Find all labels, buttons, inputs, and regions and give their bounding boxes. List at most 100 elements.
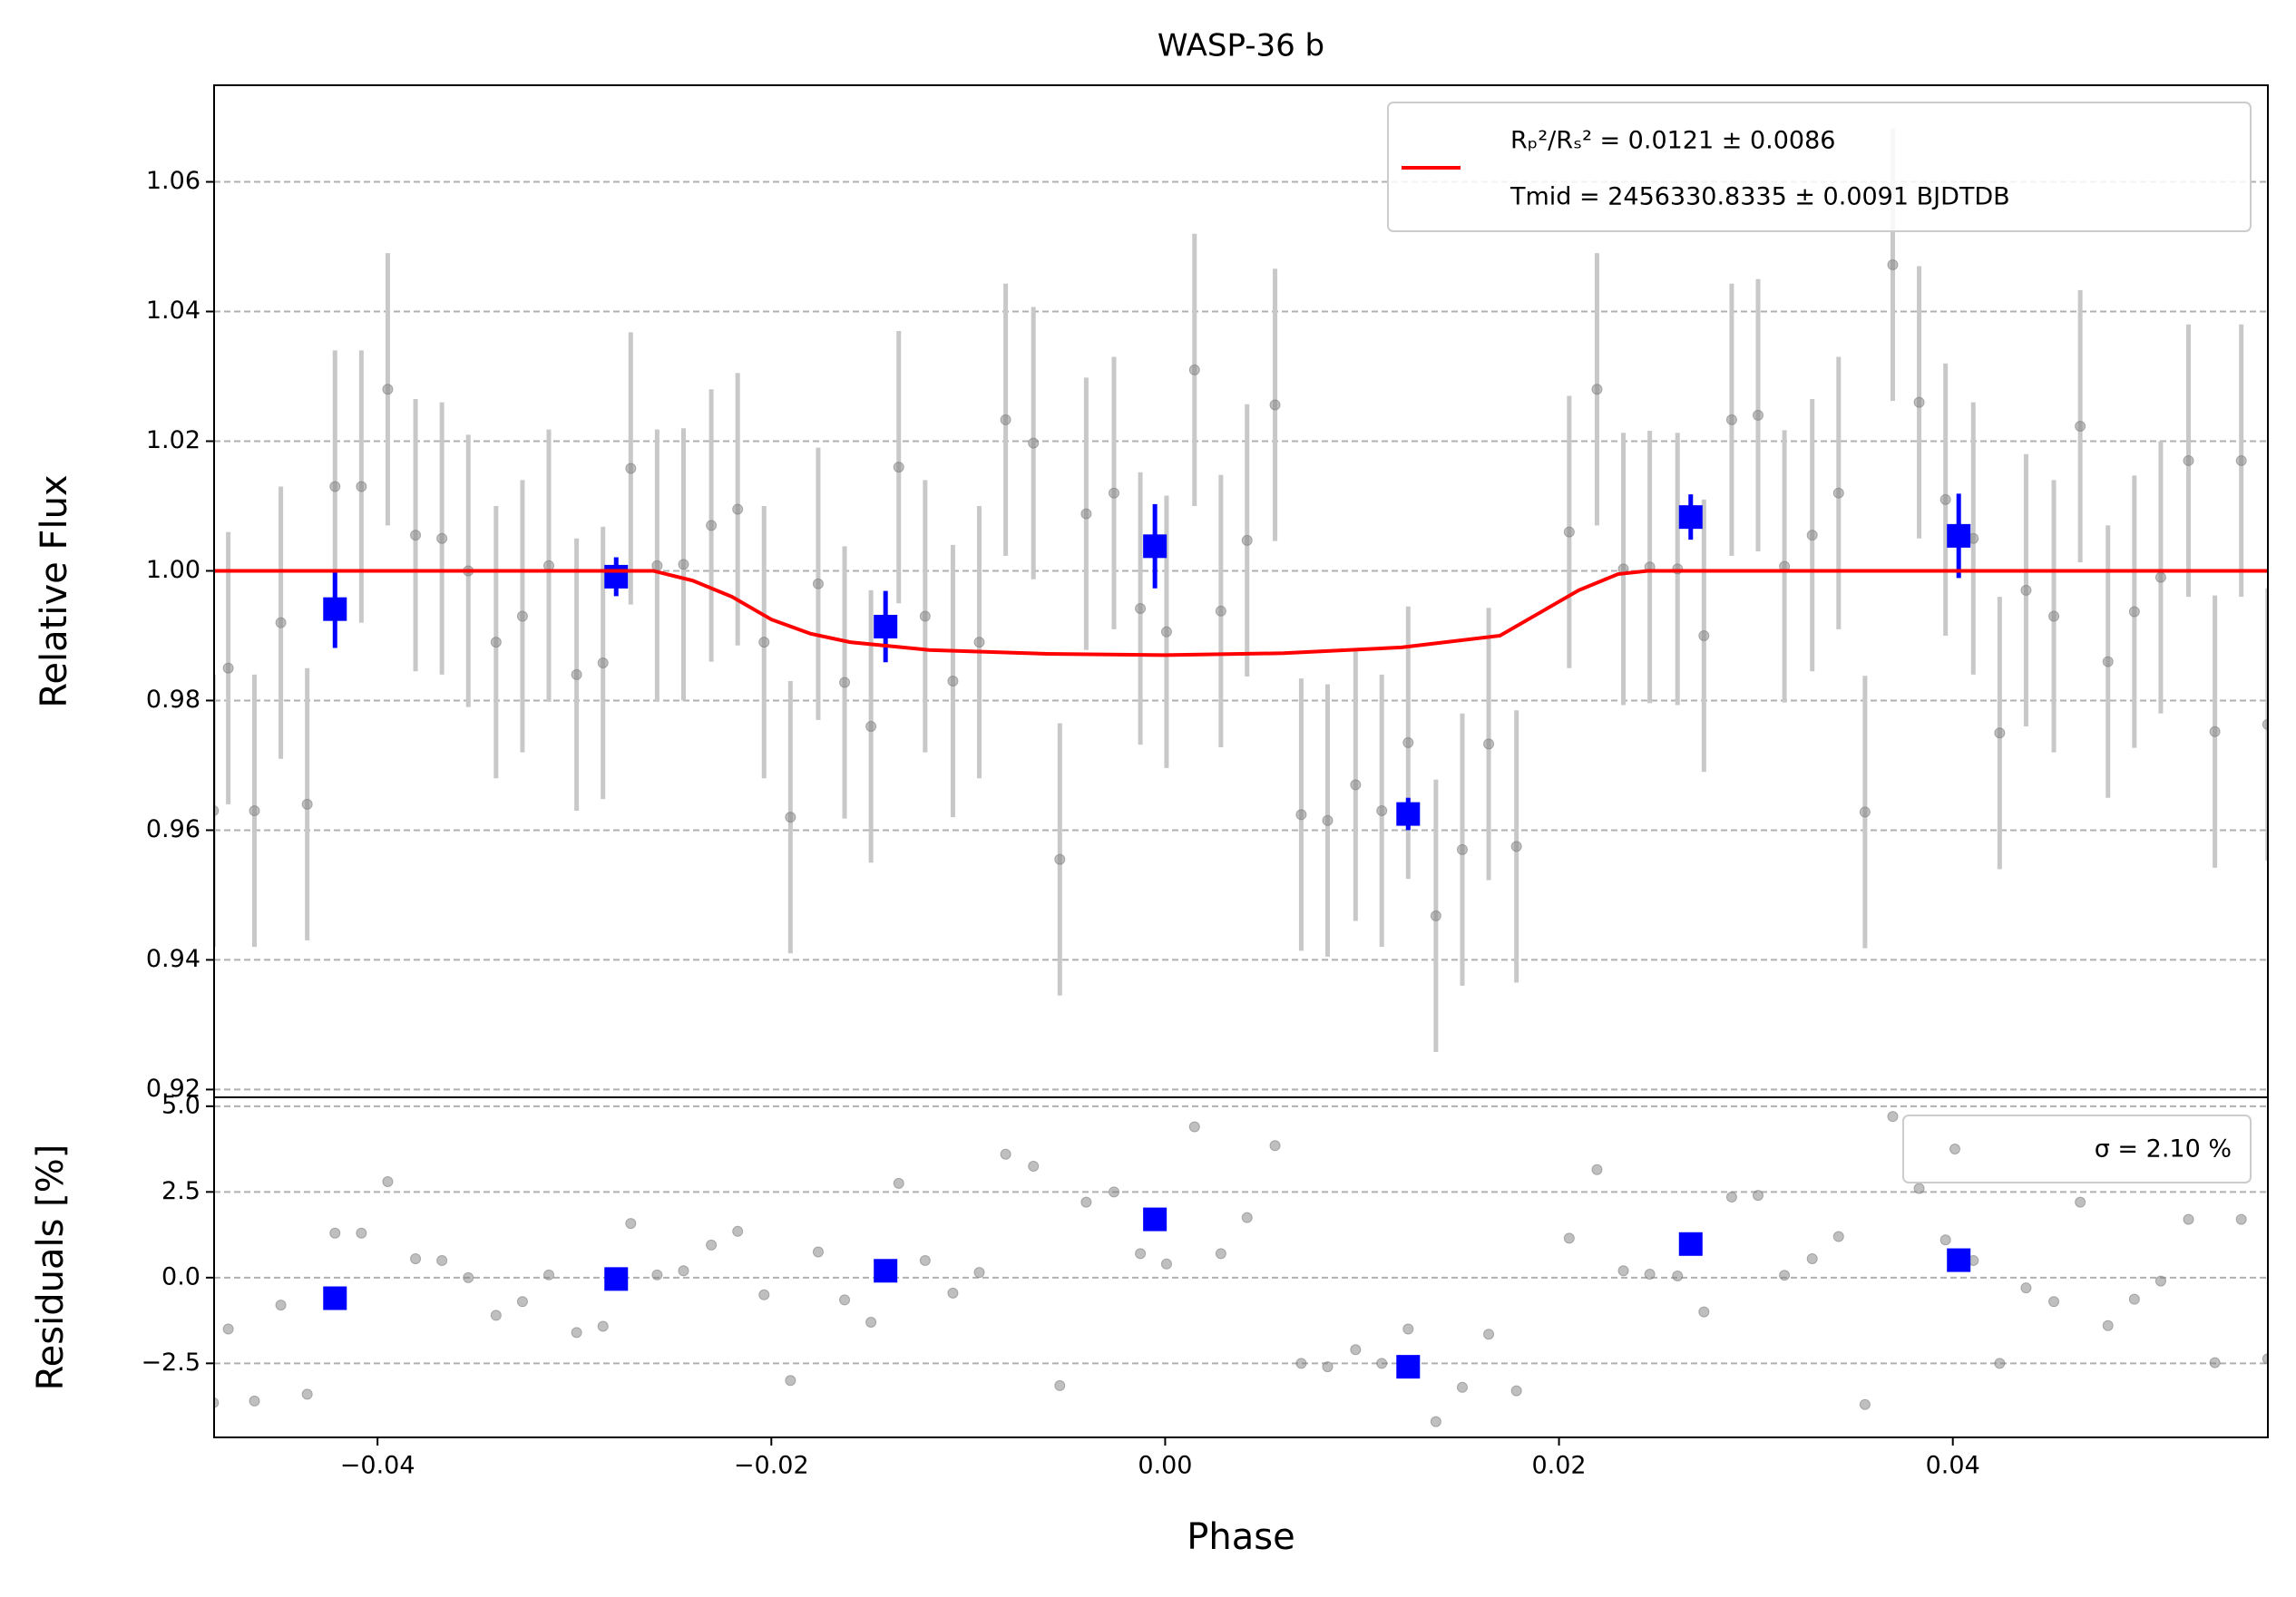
data-point [2075, 421, 2086, 433]
data-point [973, 637, 985, 648]
data-point [2048, 1296, 2060, 1308]
data-point [2020, 584, 2032, 596]
data-point [2154, 571, 2166, 583]
y-tick-label: 5.0 [161, 1091, 200, 1119]
data-point [1135, 1248, 1147, 1260]
data-point [1108, 1186, 1119, 1198]
data-point [436, 532, 448, 544]
data-point [2128, 1293, 2140, 1305]
data-point [2183, 454, 2194, 466]
data-point [1483, 738, 1495, 750]
data-point [1160, 1258, 1172, 1270]
data-point [625, 1218, 637, 1230]
data-point [839, 677, 851, 688]
x-axis-label: Phase [1187, 1516, 1295, 1558]
data-point [516, 610, 528, 622]
data-point [1563, 526, 1575, 538]
data-point [2235, 1213, 2247, 1225]
y-tick-label: −2.5 [141, 1349, 200, 1377]
data-point [1160, 626, 1172, 638]
data-point [1188, 364, 1200, 375]
data-point [301, 798, 313, 810]
data-point [1376, 1358, 1388, 1369]
data-point [1376, 805, 1388, 817]
y-tick-label: 0.94 [146, 945, 200, 973]
data-point [382, 384, 394, 395]
data-point [1215, 1248, 1226, 1260]
data-point [275, 1300, 287, 1311]
data-point [1000, 414, 1011, 425]
data-point [1080, 1196, 1092, 1208]
plot-area [214, 1111, 2268, 1427]
data-point [2102, 1319, 2114, 1331]
data-point [812, 578, 824, 589]
data-point [1913, 396, 1925, 408]
y-tick-label: 0.0 [161, 1262, 200, 1290]
binned-point [874, 614, 898, 638]
data-point [865, 721, 877, 733]
y-tick-label: 0.98 [146, 686, 200, 714]
binned-point [1947, 523, 1971, 548]
binned-point [1678, 1232, 1703, 1256]
data-point [1779, 1270, 1791, 1281]
data-point [410, 1253, 422, 1265]
y-axis-label: Relative Flux [34, 474, 75, 707]
data-point [1617, 1265, 1629, 1277]
model-line [214, 569, 2268, 657]
data-point [1913, 1183, 1925, 1194]
data-point [1725, 1192, 1737, 1203]
data-point [706, 520, 718, 531]
data-point [1322, 1361, 1334, 1373]
x-tick-label: −0.04 [340, 1452, 415, 1480]
data-point [490, 637, 502, 648]
data-point [947, 676, 959, 687]
data-point [301, 1388, 313, 1400]
data-point [571, 668, 582, 680]
x-tick-label: 0.02 [1531, 1452, 1586, 1480]
data-point [732, 503, 744, 515]
data-point [410, 530, 422, 541]
data-point [1350, 1344, 1362, 1356]
data-point [1887, 259, 1899, 271]
data-point [1322, 814, 1334, 826]
data-point [839, 1294, 851, 1306]
data-point [1135, 602, 1147, 614]
data-point [1188, 1121, 1200, 1133]
y-axis-label: Residuals [%] [30, 1144, 72, 1391]
data-point [1859, 806, 1871, 818]
data-point [356, 481, 367, 492]
data-point [516, 1296, 528, 1308]
data-point [356, 1227, 367, 1239]
data-point [758, 1289, 770, 1300]
binned-point [604, 564, 629, 589]
data-point [1753, 409, 1764, 421]
data-point [1510, 1385, 1522, 1397]
data-point [919, 610, 931, 622]
data-point [1241, 1212, 1253, 1223]
data-point [1456, 843, 1468, 855]
data-point [1350, 779, 1362, 791]
binned-point [1143, 534, 1168, 559]
y-tick-label: 1.00 [146, 556, 200, 584]
x-tick-label: −0.02 [734, 1452, 809, 1480]
data-point [1241, 534, 1253, 546]
data-point [329, 1227, 341, 1239]
data-point [1753, 1190, 1764, 1202]
data-point [1698, 629, 1710, 641]
data-point [214, 1397, 220, 1408]
data-point [706, 1239, 718, 1251]
y-tick-label: 2.5 [161, 1177, 200, 1205]
data-point [947, 1287, 959, 1299]
data-point [1832, 487, 1844, 499]
data-point [1000, 1148, 1011, 1160]
plot-area [214, 128, 2268, 1052]
data-point [1806, 1253, 1818, 1265]
data-point [2048, 610, 2060, 622]
data-point [1402, 1323, 1414, 1335]
data-point [1725, 414, 1737, 425]
binned-point [1678, 505, 1703, 530]
data-point [1698, 1306, 1710, 1318]
x-tick-label: 0.00 [1138, 1452, 1192, 1480]
